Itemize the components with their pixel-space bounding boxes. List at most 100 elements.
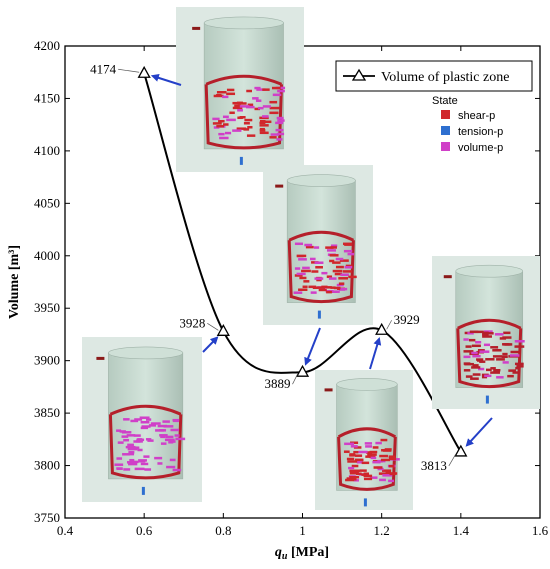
x-tick-label: 0.4 [57, 523, 74, 538]
plastic-cell [259, 124, 269, 127]
plastic-cell [276, 116, 284, 120]
y-tick-label: 4000 [34, 248, 60, 263]
x-axis-label-main: q [275, 545, 282, 560]
plastic-cell [338, 282, 345, 285]
plastic-cell [364, 442, 373, 445]
plastic-ring-top [337, 427, 397, 439]
model-snapshot [315, 370, 413, 510]
state-legend-title: State [432, 95, 458, 107]
plastic-cell [330, 286, 336, 289]
plastic-cell [471, 351, 478, 355]
plastic-cell [479, 360, 486, 363]
y-tick-label: 4150 [34, 90, 60, 105]
plastic-cell [140, 426, 149, 430]
data-label: 4174 [90, 61, 117, 76]
plastic-cell [212, 122, 222, 125]
plastic-cell [471, 366, 481, 369]
plastic-cell [478, 367, 485, 371]
plastic-cell [389, 472, 396, 476]
pointer-arrow [465, 417, 493, 447]
plastic-cell [463, 338, 469, 341]
plastic-cell [499, 337, 507, 340]
plastic-cell [157, 462, 163, 465]
plastic-cell [114, 463, 124, 466]
plastic-cell [349, 471, 359, 475]
plastic-cell [127, 452, 135, 456]
plastic-cell [133, 434, 141, 437]
data-label-leader [386, 320, 392, 330]
plastic-cell [138, 460, 146, 463]
plastic-cell [166, 465, 176, 469]
state-legend: State shear-p tension-p volume-p [432, 95, 503, 154]
plastic-cell [259, 116, 269, 120]
plastic-cell [476, 358, 484, 361]
plastic-cell [379, 478, 386, 482]
plastic-cell [232, 106, 243, 110]
state-label-tension: tension-p [458, 126, 503, 138]
plastic-cell [247, 126, 253, 129]
data-point-marker [216, 323, 230, 336]
plastic-cell [162, 420, 170, 423]
plastic-cell [143, 455, 150, 458]
plastic-cell [305, 245, 314, 249]
plastic-cell [514, 362, 524, 366]
plastic-cell [157, 424, 168, 428]
data-label-leader [292, 374, 298, 385]
state-label-volume: volume-p [458, 142, 503, 154]
plastic-cell [169, 458, 176, 462]
x-tick-label: 0.6 [136, 523, 153, 538]
plastic-cell [314, 261, 324, 264]
plastic-cell [262, 105, 271, 108]
plastic-cell [247, 103, 254, 107]
plastic-cell [262, 115, 269, 118]
plastic-cell [494, 333, 504, 336]
plastic-cell [123, 468, 131, 471]
plastic-cell [269, 106, 280, 110]
plastic-cell [172, 468, 182, 472]
plastic-cell [339, 259, 349, 262]
x-tick-label: 1 [299, 523, 306, 538]
plastic-cell [343, 450, 350, 453]
y-axis-label: Volume [m³] [7, 245, 22, 319]
plastic-cell [375, 441, 382, 445]
plastic-cell [237, 116, 243, 120]
plastic-cell [259, 127, 265, 131]
plastic-cell [479, 350, 490, 353]
plastic-cell [259, 119, 266, 123]
plastic-cell [212, 117, 220, 121]
x-axis-label-unit: [MPa] [287, 545, 329, 560]
plastic-cell [372, 460, 381, 464]
plastic-cell [328, 277, 337, 280]
plastic-cell [232, 101, 241, 105]
plastic-cell [503, 331, 511, 335]
plastic-cell [477, 349, 485, 352]
plastic-cell [252, 97, 259, 100]
plastic-cell [501, 355, 508, 358]
plastic-cell [483, 343, 491, 347]
plastic-cell [365, 455, 372, 458]
plastic-cell [123, 438, 130, 442]
plastic-cell [169, 440, 176, 443]
plastic-cell [380, 438, 388, 442]
plastic-cell [358, 450, 368, 454]
pointer-arrow [304, 327, 321, 366]
plastic-cell [298, 288, 308, 291]
plastic-cell [463, 350, 474, 353]
plastic-cell [303, 280, 310, 283]
y-tick-label: 3900 [34, 353, 60, 368]
model-snapshot [176, 7, 304, 172]
plastic-cell [294, 267, 301, 270]
model-layer [82, 7, 540, 510]
plastic-ring-top [205, 74, 283, 86]
plastic-cell [145, 418, 152, 421]
data-point-marker [295, 364, 310, 377]
plastic-cell [150, 422, 161, 425]
plastic-cell [160, 435, 166, 439]
plastic-cell [342, 270, 353, 273]
model-snapshot [263, 165, 373, 325]
tension-marker [239, 156, 243, 165]
plastic-cell [463, 362, 471, 365]
plastic-cell [269, 111, 279, 115]
plastic-cell [218, 119, 225, 123]
